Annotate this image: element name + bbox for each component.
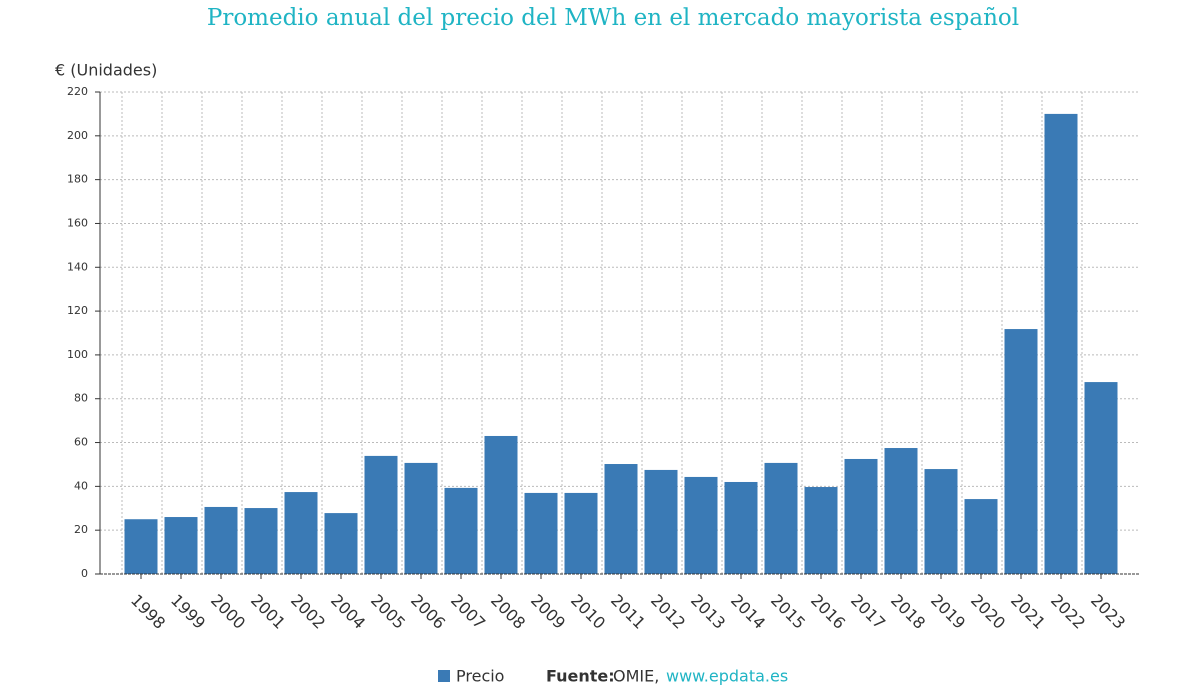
bar — [804, 487, 838, 574]
x-tick-label: 2002 — [287, 591, 329, 633]
x-tick-label: 2015 — [767, 591, 809, 633]
source-label: Fuente: — [546, 667, 615, 686]
x-tick-label: 2023 — [1087, 591, 1129, 633]
bar — [1044, 113, 1078, 574]
bar — [204, 506, 238, 574]
bar — [444, 487, 478, 574]
x-tick-label: 2001 — [247, 591, 289, 633]
x-tick-label: 2006 — [407, 591, 449, 633]
bar — [644, 469, 678, 574]
bar — [924, 469, 958, 574]
y-tick-label: 220 — [67, 85, 88, 98]
bar — [1084, 382, 1118, 574]
y-tick-label: 120 — [67, 304, 88, 317]
y-tick-label: 180 — [67, 173, 88, 186]
x-tick-label: 2021 — [1007, 591, 1049, 633]
bar — [404, 462, 438, 574]
x-tick-label: 1999 — [167, 591, 209, 633]
x-tick-label: 2009 — [527, 591, 569, 633]
legend-label: Precio — [456, 667, 504, 686]
x-tick-label: 2016 — [807, 591, 849, 633]
bar — [844, 458, 878, 574]
y-tick-label: 20 — [74, 523, 88, 536]
y-axis-label: € (Unidades) — [55, 61, 157, 80]
chart-title: Promedio anual del precio del MWh en el … — [207, 5, 1019, 31]
x-tick-label: 2013 — [687, 591, 729, 633]
x-tick-label: 2000 — [207, 591, 249, 633]
bar — [1004, 329, 1038, 574]
x-tick-label: 2005 — [367, 591, 409, 633]
x-tick-label: 2007 — [447, 591, 489, 633]
y-tick-label: 0 — [81, 567, 88, 580]
bar — [364, 455, 398, 574]
bar — [964, 499, 998, 574]
x-tick-label: 2018 — [887, 591, 929, 633]
bar — [684, 476, 718, 574]
y-tick-label: 140 — [67, 260, 88, 273]
bar — [324, 513, 358, 574]
plot: 0204060801001201401601802002201998199920… — [67, 85, 1140, 633]
bar — [564, 492, 598, 574]
source: OMIE, — [613, 667, 659, 686]
legend-swatch — [438, 670, 450, 682]
x-tick-label: 2010 — [567, 591, 609, 633]
x-tick-label: 1998 — [127, 591, 169, 633]
bar — [124, 519, 158, 574]
y-tick-label: 60 — [74, 436, 88, 449]
x-tick-label: 2022 — [1047, 591, 1089, 633]
bar — [164, 517, 198, 574]
x-tick-label: 2004 — [327, 591, 369, 633]
y-tick-label: 80 — [74, 392, 88, 405]
x-tick-label: 2019 — [927, 591, 969, 633]
x-tick-label: 2011 — [607, 591, 649, 633]
bar — [764, 462, 798, 574]
bar — [724, 481, 758, 574]
y-tick-label: 200 — [67, 129, 88, 142]
x-tick-label: 2020 — [967, 591, 1009, 633]
bar — [884, 448, 918, 574]
source-link[interactable]: www.epdata.es — [666, 667, 788, 686]
bar — [284, 492, 318, 574]
y-tick-label: 160 — [67, 216, 88, 229]
x-tick-label: 2008 — [487, 591, 529, 633]
x-tick-label: 2014 — [727, 591, 769, 633]
bar — [244, 508, 278, 574]
y-tick-label: 100 — [67, 348, 88, 361]
bar — [484, 435, 518, 574]
y-tick-label: 40 — [74, 479, 88, 492]
x-tick-label: 2017 — [847, 591, 889, 633]
bar — [524, 492, 558, 574]
x-tick-label: 2012 — [647, 591, 689, 633]
bar — [604, 464, 638, 574]
